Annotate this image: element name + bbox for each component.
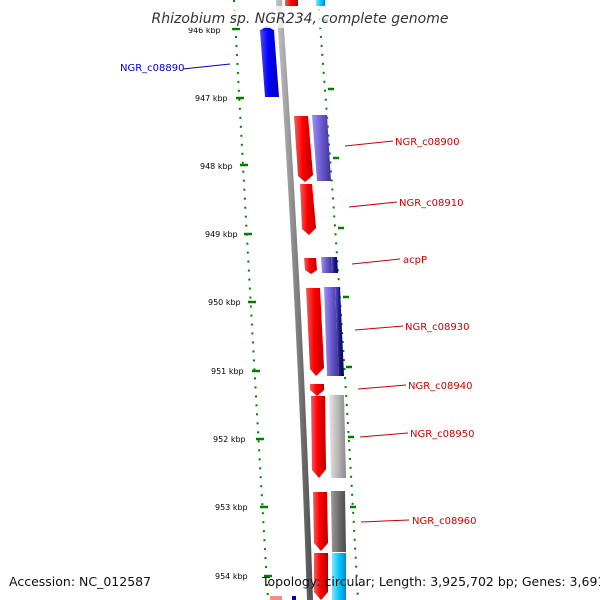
gene-arrow-NGR_c08940[interactable]: [310, 384, 324, 396]
outer-ticks: [232, 27, 272, 578]
gene-label-NGR_c08900[interactable]: NGR_c08900: [395, 137, 460, 148]
gene-label-NGR_c08890[interactable]: NGR_c08890: [120, 63, 185, 74]
leader-NGR_c08940: [357, 384, 407, 390]
cog-block-acpP-navy[interactable]: [331, 257, 338, 273]
gene-label-NGR_c08950[interactable]: NGR_c08950: [410, 429, 475, 440]
leader-NGR_c08910: [348, 201, 398, 208]
tick-label-949: 949 kbp: [205, 230, 238, 239]
cog-block-NGR_c08930-purple[interactable]: [324, 287, 339, 376]
leader-NGR_c08960: [360, 519, 410, 523]
tick-label-952: 952 kbp: [213, 435, 246, 444]
cog-block-NGR_c08930-navy[interactable]: [335, 287, 344, 376]
gene-arrow-NGR_c08890[interactable]: [260, 31, 279, 97]
gene-feature-top-red[interactable]: [285, 0, 298, 6]
topology-summary: Topology: circular; Length: 3,925,702 bp…: [261, 574, 600, 589]
gene-label-NGR_c08960[interactable]: NGR_c08960: [412, 516, 477, 527]
tick-label-946: 946 kbp: [188, 26, 221, 35]
cog-block-acpP-purple[interactable]: [321, 257, 332, 273]
gene-arrowhead-NGR_c08890: [259, 26, 275, 31]
bottom-stub-pink: [270, 596, 282, 600]
leader-NGR_c08890: [182, 63, 231, 70]
tick-label-953: 953 kbp: [215, 503, 248, 512]
gene-arrow-NGR_c08930[interactable]: [306, 288, 324, 376]
cog-feature-top-cyan[interactable]: [316, 0, 325, 6]
leader-NGR_c08900: [344, 140, 394, 147]
gene-arrow-acpP[interactable]: [304, 258, 317, 274]
gene-label-NGR_c08940[interactable]: NGR_c08940: [408, 381, 473, 392]
cog-block-NGR_c08960[interactable]: [331, 491, 346, 552]
tick-label-954: 954 kbp: [215, 572, 248, 581]
leader-NGR_c08950: [359, 432, 409, 438]
gene-arrow-NGR_c08900[interactable]: [294, 116, 313, 182]
gene-label-acpP[interactable]: acpP: [403, 255, 427, 266]
leader-acpP: [351, 258, 401, 265]
gene-arrow-next[interactable]: [314, 553, 328, 600]
gene-arrow-NGR_c08950[interactable]: [311, 396, 326, 478]
tick-label-948: 948 kbp: [200, 162, 233, 171]
tick-label-947: 947 kbp: [195, 94, 228, 103]
cog-block-NGR_c08900[interactable]: [312, 115, 331, 181]
gene-label-NGR_c08910[interactable]: NGR_c08910: [399, 198, 464, 209]
map-title: Rhizobium sp. NGR234, complete genome: [152, 11, 449, 27]
tick-label-951: 951 kbp: [211, 367, 244, 376]
genome-backbone: [276, 0, 313, 600]
bottom-stub-navy: [292, 596, 296, 600]
gene-label-NGR_c08930[interactable]: NGR_c08930: [405, 322, 470, 333]
title-backdrop: [150, 6, 450, 28]
cog-block-NGR_c08950[interactable]: [329, 395, 346, 478]
cog-block-next-cyan[interactable]: [332, 553, 346, 600]
gene-arrow-NGR_c08960[interactable]: [313, 492, 328, 551]
tick-label-950: 950 kbp: [208, 298, 241, 307]
gene-arrow-NGR_c08910[interactable]: [300, 184, 316, 235]
accession-label: Accession: NC_012587: [9, 574, 151, 589]
leader-NGR_c08930: [354, 325, 404, 331]
